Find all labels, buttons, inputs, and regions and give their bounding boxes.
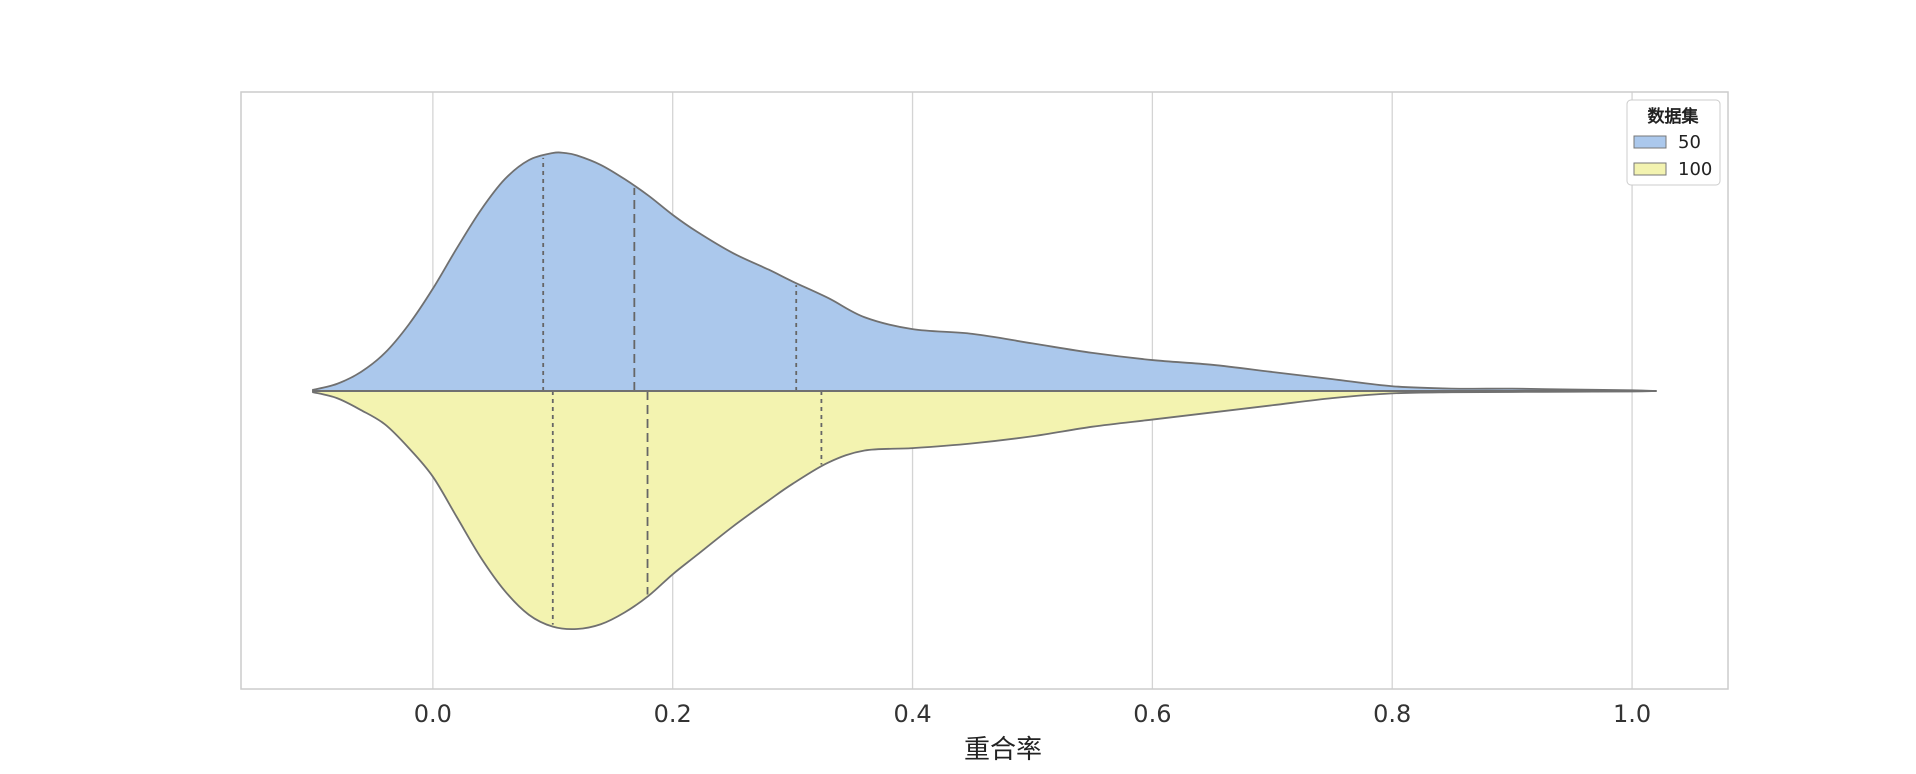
x-tick-labels: 0.0 0.2 0.4 0.6 0.8 1.0 xyxy=(414,700,1651,728)
legend-label-100: 100 xyxy=(1678,159,1712,180)
legend-label-50: 50 xyxy=(1678,132,1701,153)
x-tick-label-3: 0.6 xyxy=(1133,700,1171,728)
x-tick-label-0: 0.0 xyxy=(414,700,452,728)
x-tick-label-1: 0.2 xyxy=(654,700,692,728)
violin-half-100 xyxy=(312,390,1657,631)
legend-title: 数据集 xyxy=(1648,106,1700,127)
x-tick-label-5: 1.0 xyxy=(1613,700,1651,728)
legend-swatch-50 xyxy=(1633,135,1667,149)
violins xyxy=(312,151,1657,631)
x-tick-label-2: 0.4 xyxy=(893,700,931,728)
violin-half-50 xyxy=(312,151,1657,392)
x-axis-label: 重合率 xyxy=(964,735,1042,765)
legend-swatch-100 xyxy=(1633,162,1667,176)
legend: 数据集 50 100 xyxy=(1626,99,1721,186)
plot-frame xyxy=(240,91,1729,690)
x-tick-label-4: 0.8 xyxy=(1373,700,1411,728)
